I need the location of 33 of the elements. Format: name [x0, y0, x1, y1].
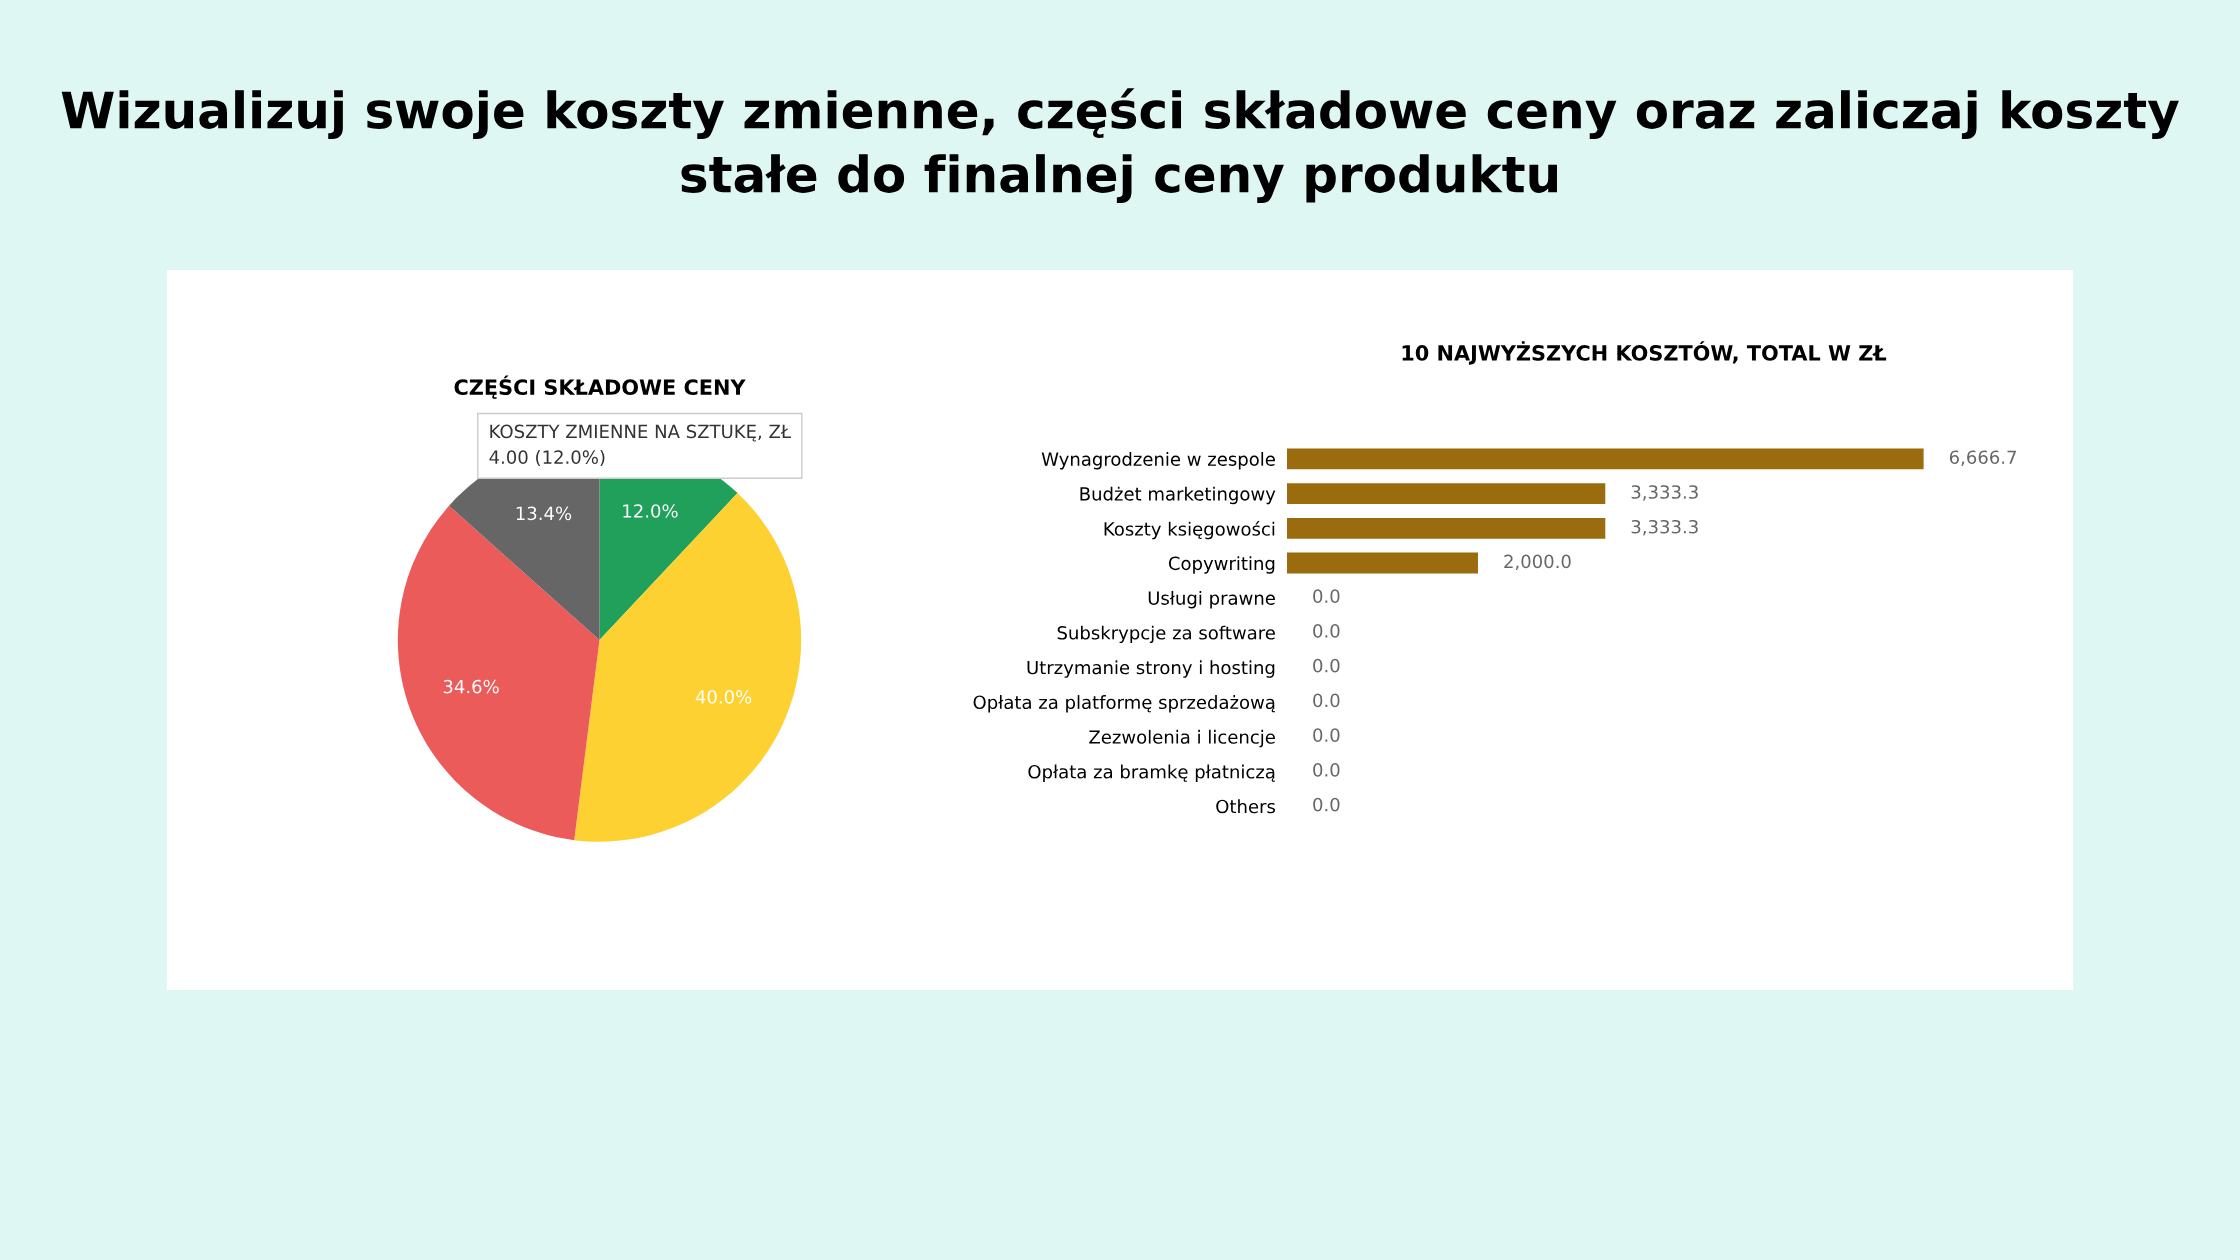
data-label: 34.6% [443, 679, 499, 694]
data-label: 0.0 [1313, 658, 1340, 673]
chart-title: 10 NAJWYŻSZYCH KOSZTÓW, TOTAL W ZŁ [1402, 341, 1887, 365]
data-label: 3,333.3 [1631, 519, 1698, 536]
y-tick-label: Usługi prawne [1148, 590, 1275, 609]
pie-slice [574, 493, 802, 842]
data-label: 2,000.0 [1504, 554, 1571, 571]
data-label: 0.0 [1313, 797, 1340, 812]
y-tick-label: Utrzymanie strony i hosting [1027, 660, 1275, 678]
data-label: 0.0 [1313, 763, 1340, 777]
data-label: 6,666.7 [1949, 450, 2016, 466]
text: Wizualizuj swoje koszty zmienne, części składowe ceny oraz zaliczaj koszty stałe do finalnej ceny produktu [61, 88, 2179, 203]
y-tick-label: Copywriting [1168, 556, 1275, 574]
data-label: 0.0 [1313, 624, 1340, 638]
data-label: 3,333.3 [1631, 485, 1698, 501]
data-label: 0.0 [1313, 589, 1340, 603]
y-tick-label: Others [1216, 799, 1276, 814]
y-tick-label: Opłata za platformę sprzedażową [973, 695, 1275, 713]
pie-slice [397, 505, 600, 841]
data-label: 0.0 [1313, 693, 1340, 708]
y-tick-label: Wynagrodzenie w zespole [1041, 451, 1275, 470]
text: KOSZTY ZMIENNE NA SZTUKĘ, ZŁ [490, 424, 791, 442]
y-tick-label: Koszty księgowości [1104, 521, 1275, 540]
y-tick-label: Opłata za bramkę płatniczą [1028, 764, 1275, 783]
text: 4.00 (12.0%) [489, 450, 605, 467]
data-label: 40.0% [695, 690, 752, 704]
y-tick-label: Budżet marketingowy [1080, 486, 1276, 505]
y-tick-label: Subskrypcje za software [1057, 625, 1275, 644]
chart-title: CZĘŚCI SKŁADOWE CENY [454, 375, 746, 399]
y-tick-label: Zezwolenia i licencje [1089, 729, 1275, 748]
data-label: 0.0 [1313, 728, 1340, 742]
data-label: 13.4% [516, 506, 572, 521]
data-label: 12.0% [623, 504, 678, 518]
